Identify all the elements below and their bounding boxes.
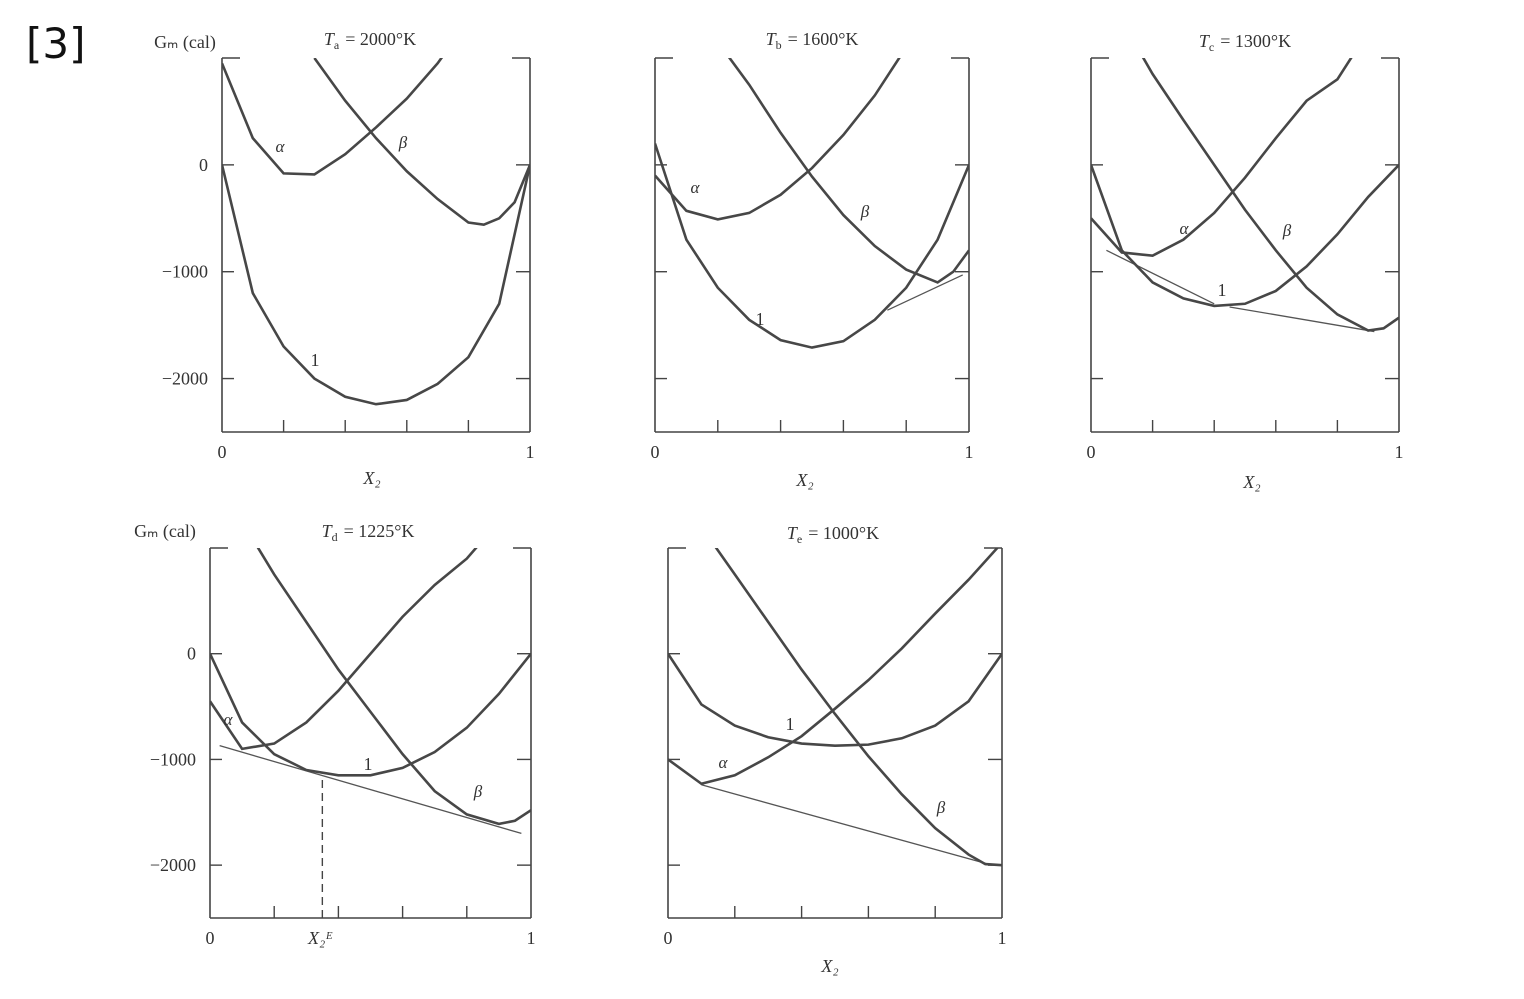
free-energy-curve <box>1091 58 1353 258</box>
title-subscript: a <box>334 38 340 52</box>
x-axis-label: X₂ <box>795 470 813 490</box>
curve-label: 1 <box>786 714 795 734</box>
panel: Tb = 1600°K X₂ 0 1 α β 1 <box>651 29 974 490</box>
curve-label: α <box>691 178 701 197</box>
title-text: = 1000°K <box>808 523 879 543</box>
free-energy-curve <box>668 548 999 786</box>
curve-label: β <box>936 798 946 817</box>
free-energy-curve <box>313 58 530 227</box>
curve-label: 1 <box>756 309 765 329</box>
free-energy-curve <box>1141 58 1399 332</box>
tangent-line <box>219 745 522 835</box>
plot-area <box>668 548 1002 867</box>
title-symbol: T <box>324 29 336 49</box>
x-tick-label: 0 <box>206 928 215 948</box>
title-subscript: e <box>797 532 802 546</box>
y-tick-label: 0 <box>199 155 208 175</box>
curve-label: α <box>1180 219 1190 238</box>
title-text: = 1225°K <box>344 521 415 541</box>
x-tick-label: 1 <box>527 928 536 948</box>
curve-label: α <box>224 710 234 729</box>
panel: Ta = 2000°K Gₘ (cal) X₂ 0 −1000 −2000 0 1 α β 1 <box>154 29 535 488</box>
free-energy-curve <box>1091 163 1399 308</box>
free-energy-curve <box>655 58 901 221</box>
curve-label: β <box>473 782 483 801</box>
plot-area <box>655 58 969 349</box>
x-tick-label: 0 <box>1087 442 1096 462</box>
title-subscript: c <box>1209 40 1214 54</box>
chart-title: Tb = 1600°K <box>766 29 859 52</box>
chart-title: Tc = 1300°K <box>1199 31 1291 54</box>
x-tick-label: 0 <box>664 928 673 948</box>
y-axis-label: Gₘ (cal) <box>134 521 196 542</box>
x-tick-label: 1 <box>526 442 535 462</box>
free-energy-curve <box>222 164 530 406</box>
title-text: = 2000°K <box>345 29 416 49</box>
y-tick-label: −2000 <box>162 369 208 389</box>
x-axis-label: X₂ <box>820 956 838 976</box>
free-energy-curve <box>668 652 1002 747</box>
x-tick-label: 0 <box>651 442 660 462</box>
title-symbol: T <box>322 521 334 541</box>
plot-area <box>1091 58 1399 333</box>
title-text: = 1300°K <box>1220 31 1291 51</box>
panel: Tc = 1300°K X₂ 0 1 α β 1 <box>1087 31 1404 492</box>
y-axis-label: Gₘ (cal) <box>154 32 216 53</box>
free-energy-curve <box>256 548 531 826</box>
y-tick-label: −1000 <box>162 262 208 282</box>
x-axis-label: X₂ <box>1242 472 1260 492</box>
title-symbol: T <box>787 523 799 543</box>
chart-title: Td = 1225°K <box>322 521 415 544</box>
y-tick-label: −1000 <box>150 749 196 769</box>
tangent-line <box>701 784 993 866</box>
curve-label: 1 <box>364 754 373 774</box>
curve-label: 1 <box>311 350 320 370</box>
chart-title: Te = 1000°K <box>787 523 879 546</box>
y-tick-label: 0 <box>187 644 196 664</box>
curve-label: 1 <box>1218 280 1227 300</box>
x-tick-label: 1 <box>965 442 974 462</box>
curve-label: α <box>276 137 286 156</box>
title-subscript: b <box>776 38 782 52</box>
x-axis-label: X₂ <box>362 468 380 488</box>
curve-label: α <box>719 753 729 772</box>
curve-label: β <box>1282 221 1292 240</box>
panel: Te = 1000°K X₂ 0 1 α β 1 <box>664 523 1007 976</box>
x-tick-label: 0 <box>218 442 227 462</box>
free-energy-curve <box>655 143 969 349</box>
chart-title: Ta = 2000°K <box>324 29 416 52</box>
x-tick-label: 1 <box>998 928 1007 948</box>
free-energy-curve <box>727 58 969 284</box>
y-tick-label: −2000 <box>150 855 196 875</box>
title-symbol: T <box>1199 31 1211 51</box>
tangent-line <box>1229 306 1375 333</box>
free-energy-curve <box>210 652 531 777</box>
plot-area <box>210 548 531 835</box>
curve-label: β <box>860 202 870 221</box>
x-tick-label: 1 <box>1395 442 1404 462</box>
plot-area <box>222 58 530 406</box>
tangent-line <box>1106 249 1215 305</box>
free-energy-curve <box>210 548 478 751</box>
tangent-line <box>887 274 963 311</box>
figure-label: [3] <box>26 19 86 68</box>
title-symbol: T <box>766 29 778 49</box>
title-text: = 1600°K <box>788 29 859 49</box>
free-energy-curve <box>714 548 1002 867</box>
curve-label: β <box>398 133 408 152</box>
panel: Td = 1225°K Gₘ (cal) 0 −1000 −2000 0 X₂ᴱ 1 α β 1 <box>134 521 536 948</box>
title-subscript: d <box>332 530 338 544</box>
x-tick-label: X₂ᴱ <box>307 928 333 948</box>
free-energy-curve <box>222 58 444 176</box>
